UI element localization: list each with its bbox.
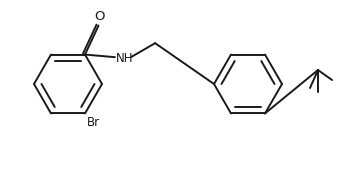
Text: O: O bbox=[94, 10, 105, 23]
Text: Br: Br bbox=[87, 116, 100, 130]
Text: NH: NH bbox=[116, 52, 133, 65]
